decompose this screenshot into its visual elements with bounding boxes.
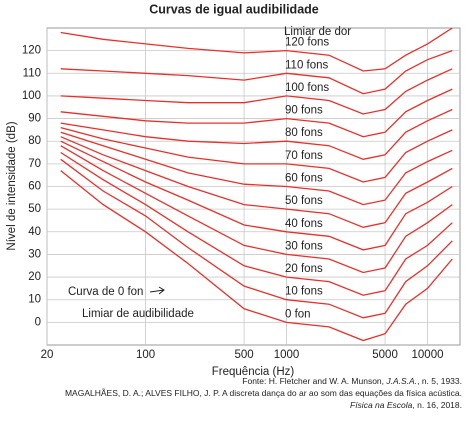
source-text: MAGALHÃES, D. A.; ALVES FILHO, J. P. A d… [65,388,462,398]
y-tick-label: 30 [28,248,41,260]
curve-label: 10 fons [285,286,323,298]
y-tick-label: 90 [28,113,41,125]
y-tick-label: 100 [22,90,41,102]
curve [60,151,453,296]
x-tick-label: 100 [136,349,155,361]
source-part: Física na Escola [350,400,413,410]
y-axis-label: Nível de intensidade (dB) [6,121,18,250]
curve-label: 20 fons [285,263,323,275]
curve-label: 120 fons [285,37,329,49]
x-tick-label: 20 [41,349,54,361]
y-tick-label: 10 [28,294,41,306]
curve [60,170,453,342]
y-tick-label: 40 [28,226,41,238]
x-tick-label: 5000 [372,349,398,361]
curve-label: 90 fons [285,105,323,117]
y-tick-label: 110 [23,67,41,79]
curve [60,126,453,183]
source-part: Fonte: H. Fletcher and W. A. Munson, [242,376,386,386]
source-text: Física na Escola, n. 16, 2018. [350,400,462,410]
x-axis-label: Frequência (Hz) [212,366,295,378]
curve [60,49,453,95]
source-part: , n. 16, 2018. [412,400,462,410]
annotation: Curva de 0 fon [68,286,143,298]
y-tick-label: 70 [28,158,41,170]
x-tick-label: 1000 [274,349,300,361]
curve [60,158,453,319]
curve-label: 70 fons [285,150,323,162]
annotation: Limiar de dor [284,26,351,38]
annotation-arrow [149,286,165,295]
source-part: J.A.S.A. [385,376,417,386]
curve-label: 50 fons [285,195,323,207]
curve [60,140,453,251]
x-tick-label: 500 [234,349,253,361]
annotation: Limiar de audibilidade [82,308,194,320]
y-tick-label: 0 [35,316,41,328]
curve-label: 0 fon [285,308,311,320]
curve [60,88,453,138]
source-part: , n. 5, 1933. [417,376,462,386]
x-tick-label: 10000 [412,349,444,361]
curve-label: 40 fons [285,218,323,230]
source-text: Fonte: H. Fletcher and W. A. Munson, J.A… [242,376,462,386]
curve [60,108,453,160]
curve [60,28,453,72]
curve [60,136,453,228]
curve-label: 80 fons [285,127,323,139]
curve-label: 100 fons [285,82,329,94]
curve-label: 30 fons [285,240,323,252]
y-tick-label: 20 [28,271,41,283]
y-tick-label: 60 [28,181,41,193]
y-tick-label: 50 [28,203,41,215]
y-tick-label: 120 [22,45,41,57]
curve [60,68,453,115]
curve [60,131,453,206]
curve [60,145,453,274]
y-tick-label: 80 [28,135,41,147]
chart-title: Curvas de igual audibilidade [149,2,319,16]
curve-label: 110 fons [285,59,329,71]
source-part: MAGALHÃES, D. A.; ALVES FILHO, J. P. A d… [65,388,462,398]
curve-label: 60 fons [285,173,323,185]
